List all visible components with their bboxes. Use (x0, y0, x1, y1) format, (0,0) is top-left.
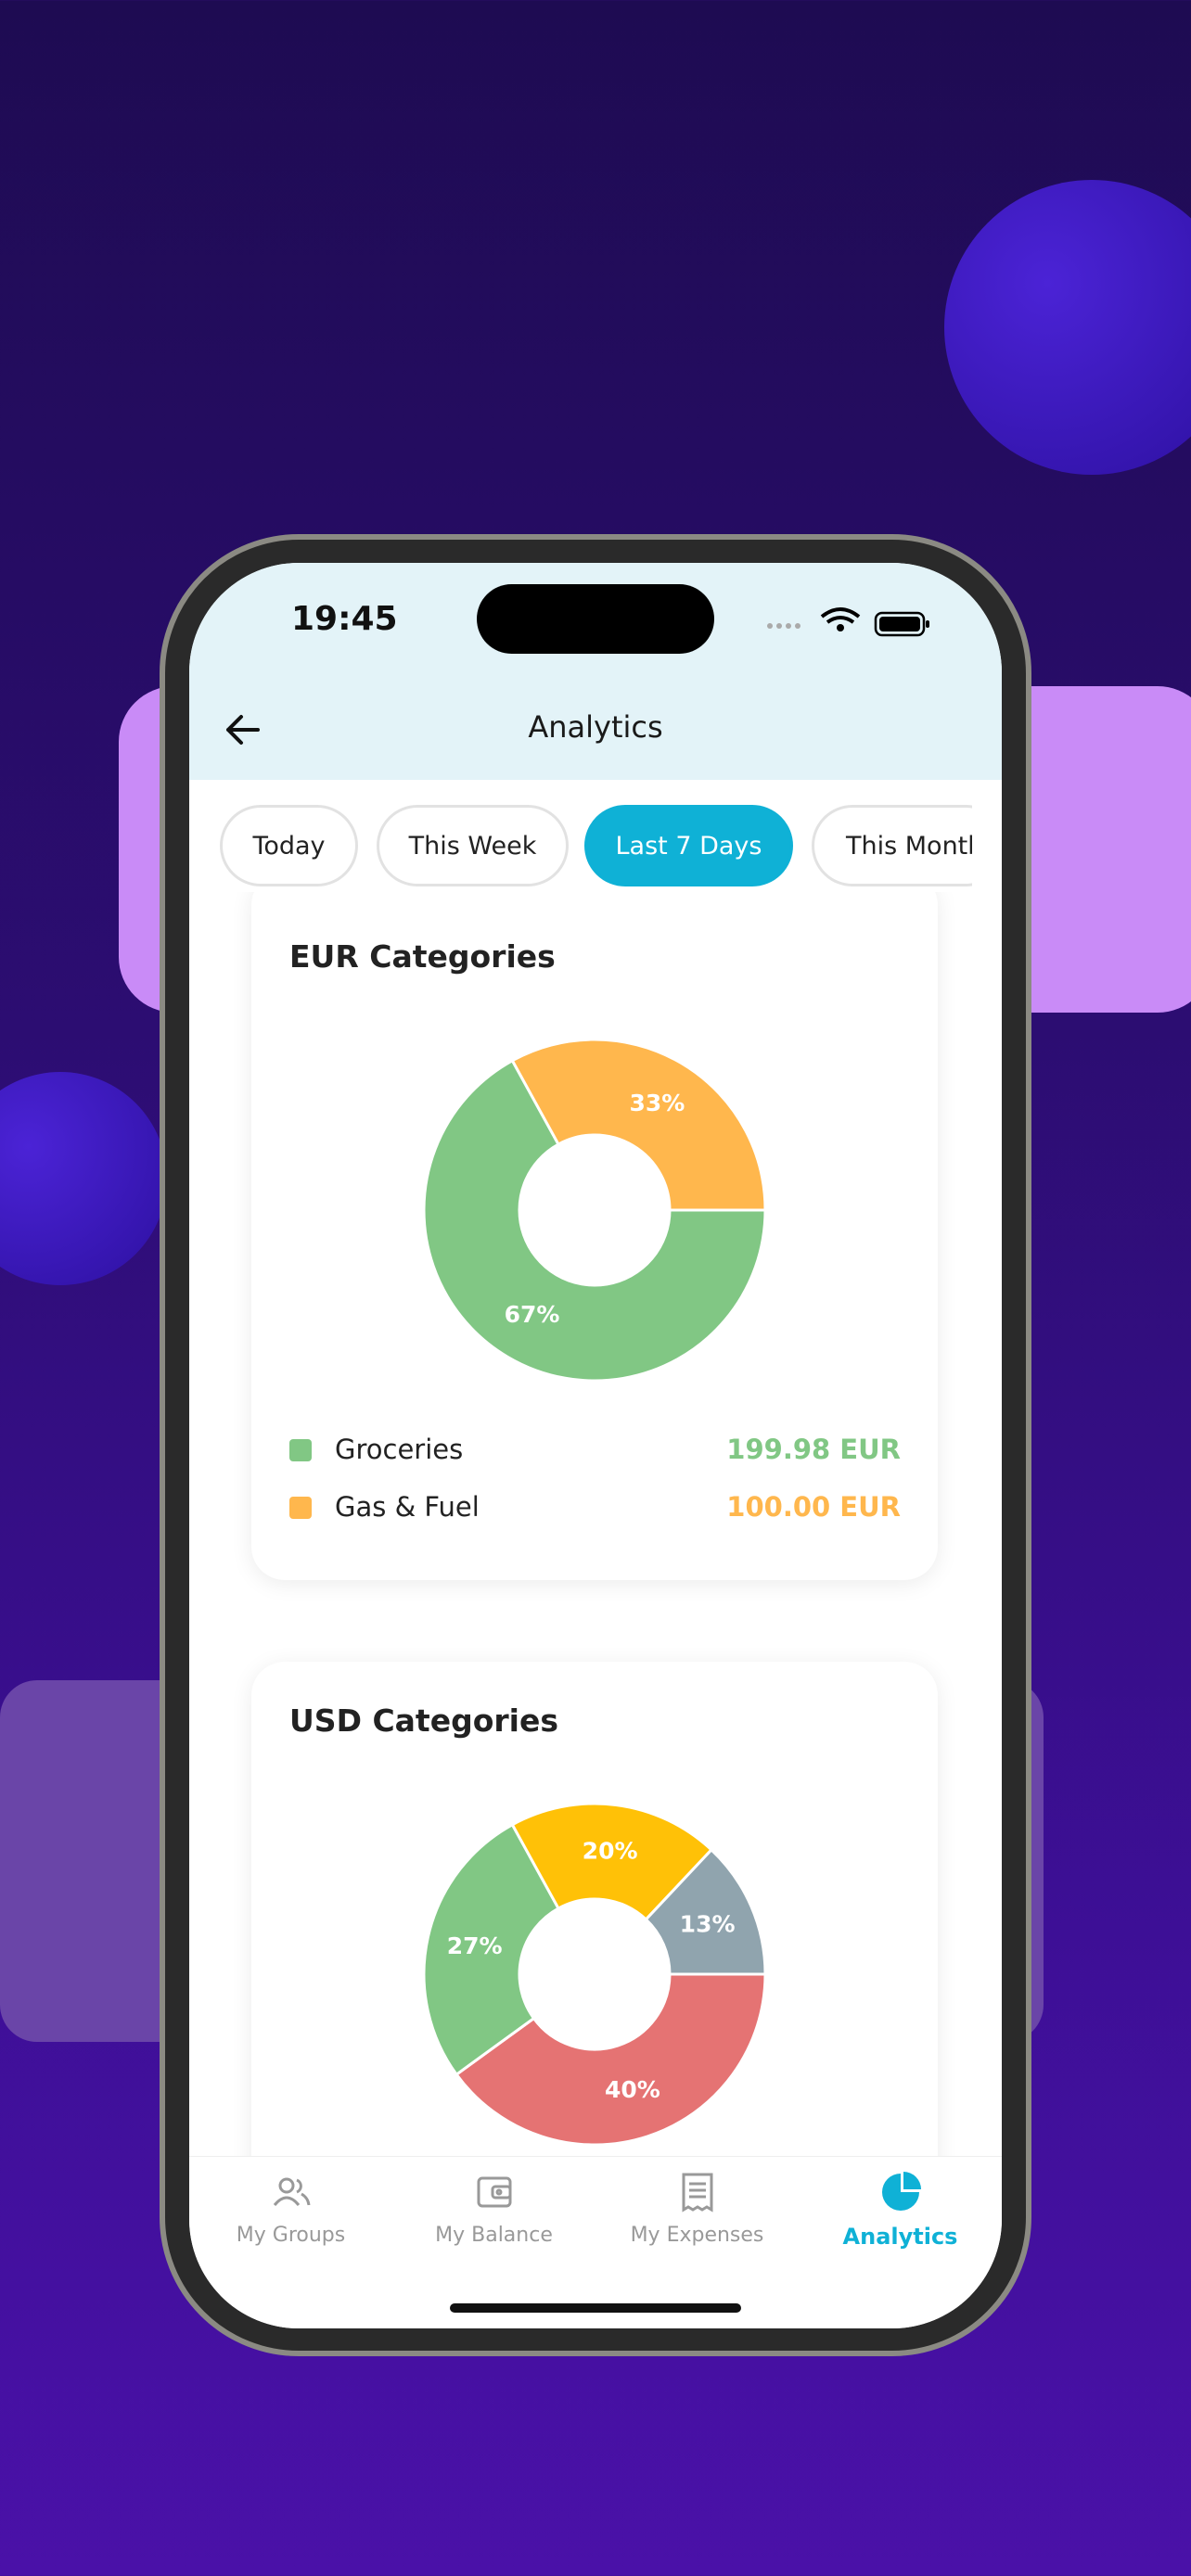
bottom-nav: My Groups My Balance My Expenses Analyti… (189, 2156, 1002, 2328)
donut-chart: 67% 33% (422, 1038, 767, 1383)
legend-amount: 199.98 EUR (726, 1434, 901, 1465)
legend-label: Gas & Fuel (335, 1491, 480, 1523)
decor-circle (0, 1072, 167, 1285)
back-button[interactable] (223, 711, 263, 748)
card-title: USD Categories (289, 1702, 558, 1739)
filter-tab[interactable]: This Month (812, 805, 972, 886)
slice-label: 67% (505, 1301, 560, 1328)
pie-slice (510, 1802, 714, 1922)
status-icons (767, 607, 929, 637)
nav-label: My Expenses (630, 2224, 764, 2247)
slice-label: 27% (447, 1932, 503, 1959)
tab-clip: This Month (812, 799, 972, 892)
slice-label: 40% (605, 2076, 660, 2103)
home-indicator (450, 2303, 741, 2313)
nav-item[interactable]: My Expenses (596, 2157, 799, 2268)
pie-slice (422, 1822, 561, 2077)
chart-card: EUR Categories 67% 33% Groceries 199.98 EU… (251, 892, 938, 1580)
legend-amount: 100.00 EUR (726, 1491, 901, 1523)
nav-item[interactable]: My Groups (189, 2157, 392, 2268)
screen-title: Analytics (528, 709, 663, 745)
content: EUR Categories 67% 33% Groceries 199.98 EU… (189, 892, 1002, 2156)
pie-slice (644, 1847, 767, 1976)
filter-tab[interactable]: Today (220, 805, 358, 886)
slice-label: 20% (583, 1838, 638, 1865)
status-time: 19:45 (291, 600, 398, 638)
card-title: EUR Categories (289, 938, 556, 975)
decor-circle (944, 180, 1191, 475)
nav-label: Analytics (842, 2224, 958, 2250)
nav-label: My Groups (236, 2224, 346, 2247)
slice-label: 33% (630, 1090, 685, 1116)
nav-label: My Balance (435, 2224, 553, 2247)
legend-label: Groceries (335, 1434, 464, 1465)
screen: 19:45 Analytics Today This Week Last 7 D… (189, 563, 1002, 2328)
chart-card: USD Categories 40% 27% 20% 13% (251, 1662, 938, 2156)
pie-slice (510, 1038, 767, 1212)
donut-chart: 40% 27% 20% 13% (422, 1802, 767, 2147)
pie-slice (422, 1058, 767, 1383)
header: 19:45 Analytics (189, 563, 1002, 780)
legend-swatch (289, 1497, 312, 1519)
pie-slice (455, 1972, 767, 2147)
filter-tab[interactable]: This Week (377, 805, 569, 886)
nav-icon (682, 2173, 713, 2213)
dynamic-island (477, 584, 714, 654)
nav-item[interactable]: Analytics (799, 2157, 1002, 2268)
nav-icon (477, 2176, 512, 2208)
slice-label: 13% (680, 1910, 736, 1937)
legend-swatch (289, 1439, 312, 1461)
filter-tab[interactable]: Last 7 Days (584, 805, 793, 886)
nav-item[interactable]: My Balance (392, 2157, 596, 2268)
nav-icon (273, 2177, 311, 2206)
nav-icon (882, 2172, 921, 2211)
